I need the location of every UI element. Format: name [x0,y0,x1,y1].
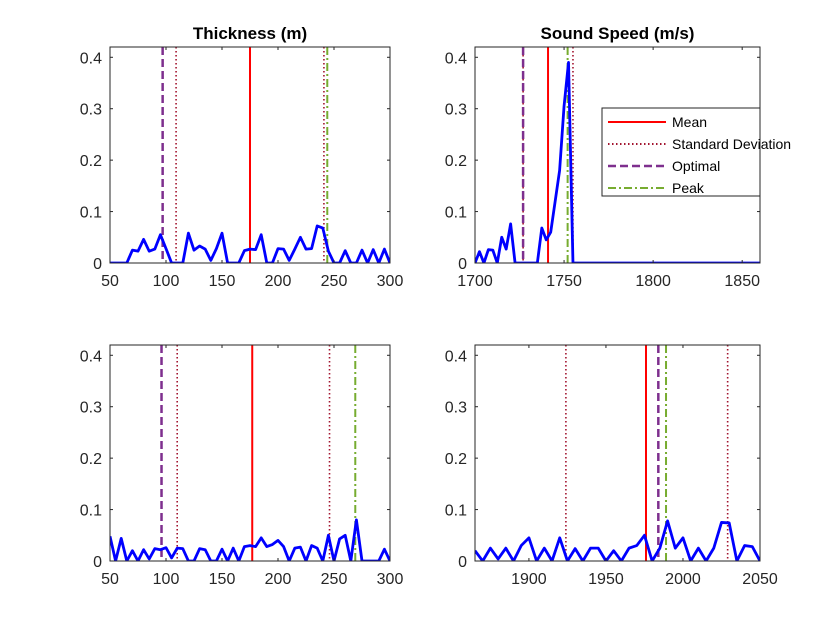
legend-label-std: Standard Deviation [672,136,791,152]
subplot-sound-speed-bottom: 1900 1950 2000 2050 0 0.1 0.2 0.3 0.4 [445,344,778,588]
y-tick-label: 0.3 [80,400,102,417]
subplot-title: Sound Speed (m/s) [541,24,695,43]
x-tick-label: 50 [101,571,119,588]
x-tick-label: 1850 [724,273,760,290]
x-tick-label: 100 [153,273,180,290]
x-tick-label: 1700 [457,273,493,290]
y-tick-label: 0 [93,554,102,571]
subplot-thickness-top: 50 100 150 200 250 300 0 0.1 0.2 0.3 0.4 Thickness … [80,24,404,290]
y-tick-label: 0.4 [80,50,102,67]
x-tick-label: 100 [153,571,180,588]
axes-box [474,344,761,562]
series-line [110,518,390,561]
x-tick-label: 2000 [665,571,701,588]
x-tick-label: 1950 [588,571,624,588]
axes-box [109,46,391,264]
legend: Mean Standard Deviation Optimal Peak [601,107,791,197]
x-tick-label: 1750 [546,273,582,290]
legend-label-peak: Peak [672,180,705,196]
subplot-thickness-bottom: 50 100 150 200 250 300 0 0.1 0.2 0.3 0.4 [80,344,404,588]
plot-area [110,345,390,561]
y-tick-label: 0.4 [445,348,467,365]
plot-data [110,47,390,263]
x-tick-label: 250 [321,571,348,588]
y-tick-label: 0.2 [80,451,102,468]
series-line [475,61,760,263]
plot-data [110,345,390,561]
y-tick-label: 0.1 [80,503,102,520]
y-tick-label: 0.1 [80,205,102,222]
y-tick-label: 0 [93,256,102,273]
y-tick-label: 0 [458,256,467,273]
y-tick-label: 0.3 [445,400,467,417]
x-tick-label: 1900 [511,571,547,588]
y-tick-label: 0 [458,554,467,571]
y-tick-label: 0.2 [445,153,467,170]
plot-data [475,345,760,561]
y-tick-label: 0.1 [445,503,467,520]
legend-label-optimal: Optimal [672,158,720,174]
y-tick-label: 0.2 [80,153,102,170]
x-tick-label: 300 [377,273,404,290]
y-tick-label: 0.1 [445,205,467,222]
x-tick-label: 50 [101,273,119,290]
x-tick-label: 200 [265,571,292,588]
y-tick-label: 0.3 [445,102,467,119]
y-tick-label: 0.3 [80,102,102,119]
y-tick-label: 0.4 [445,50,467,67]
y-tick-label: 0.2 [445,451,467,468]
axes-box [109,344,391,562]
x-tick-label: 300 [377,571,404,588]
x-tick-label: 2050 [742,571,778,588]
x-tick-label: 150 [209,571,236,588]
series-line [475,519,760,561]
plot-area [475,345,760,561]
series-line [110,224,390,263]
y-tick-label: 0.4 [80,348,102,365]
legend-label-mean: Mean [672,114,707,130]
plot-data [475,47,760,263]
subplot-title: Thickness (m) [193,24,307,43]
x-tick-label: 200 [265,273,292,290]
x-tick-label: 250 [321,273,348,290]
x-tick-label: 150 [209,273,236,290]
x-tick-label: 1800 [635,273,671,290]
